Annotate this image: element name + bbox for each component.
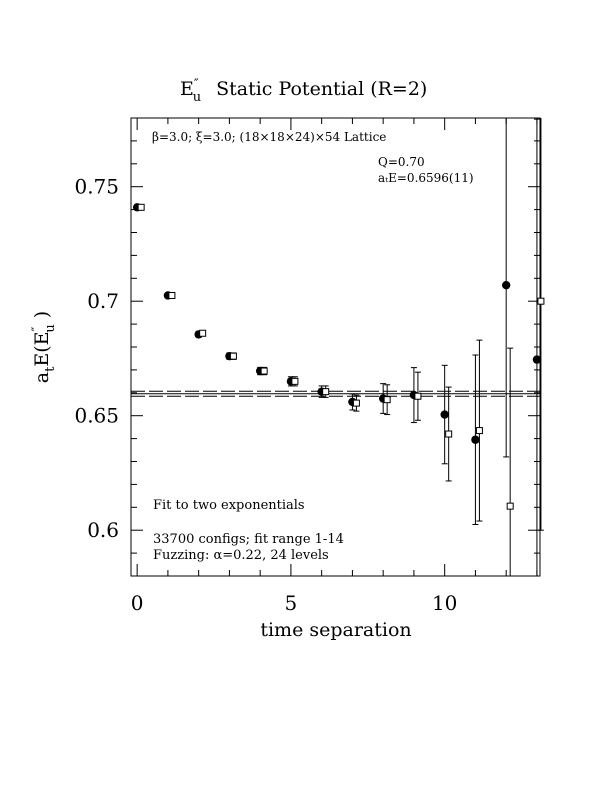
x-tick-label: 0: [131, 591, 144, 615]
y-tick-labels: 0.6 0.65 0.7 0.75: [74, 175, 119, 543]
data-point-square: [291, 377, 299, 385]
x-tick-labels: 0 5 10: [131, 591, 458, 615]
title-rest: Static Potential (R=2): [216, 78, 427, 100]
y-axis-label: atE(E″u ): [30, 311, 58, 383]
x-axis-label: time separation: [260, 619, 411, 641]
data-point-square: [537, 297, 545, 305]
annotation-lattice: β=3.0; ξ=3.0; (18×18×24)×54 Lattice: [152, 130, 386, 144]
fit-band: [131, 390, 540, 397]
data-point-square: [199, 329, 207, 337]
title-sup: ″: [194, 77, 199, 92]
annotation-fit: Fit to two exponentials: [153, 498, 305, 513]
data-point-square: [322, 388, 330, 396]
data-points: [132, 203, 545, 510]
y-tick-label: 0.65: [74, 404, 119, 428]
annotation-fuzzing: Fuzzing: α=0.22, 24 levels: [153, 548, 329, 563]
title-main: E: [180, 78, 194, 100]
annotation-ate: aₜE=0.6596(11): [378, 171, 474, 185]
data-point-square: [260, 367, 268, 375]
data-point-square: [414, 392, 422, 400]
x-tick-label: 10: [432, 591, 457, 615]
annotation-q: Q=0.70: [378, 155, 425, 169]
data-point-square: [445, 430, 453, 438]
data-point-circle: [532, 355, 542, 364]
x-tick-label: 5: [285, 591, 298, 615]
annotation-configs: 33700 configs; fit range 1-14: [153, 532, 344, 547]
data-point-square: [383, 396, 391, 404]
chart-title: E″ u Static Potential (R=2): [180, 77, 427, 105]
data-point-square: [352, 399, 360, 407]
data-point-circle: [440, 410, 449, 419]
data-point-square: [506, 502, 514, 510]
data-point-circle: [501, 280, 511, 290]
data-point-square: [229, 352, 237, 360]
title-sub: u: [193, 90, 201, 105]
y-tick-label: 0.75: [74, 175, 119, 199]
y-tick-label: 0.6: [87, 518, 119, 542]
data-point-square: [475, 427, 483, 435]
data-point-square: [168, 291, 176, 299]
data-point-circle: [471, 435, 480, 444]
data-point-square: [137, 203, 145, 211]
y-tick-label: 0.7: [87, 289, 119, 313]
